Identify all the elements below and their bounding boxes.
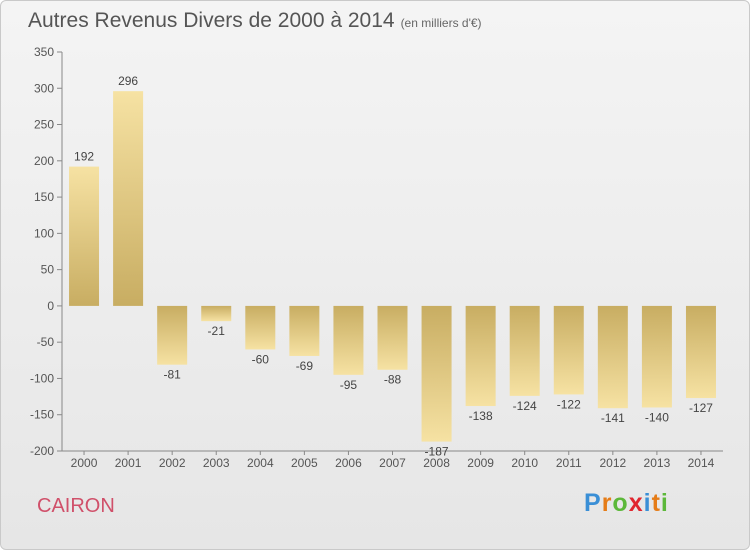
- y-tick-label: -50: [37, 335, 55, 349]
- y-tick-label: 0: [47, 299, 54, 313]
- chart-title: Autres Revenus Divers de 2000 à 2014 (en …: [28, 9, 482, 33]
- y-tick-label: 300: [34, 81, 54, 95]
- logo-letter: i: [643, 489, 652, 517]
- logo-letter: o: [612, 489, 629, 517]
- value-label: -95: [340, 378, 358, 392]
- y-tick-label: 50: [41, 263, 55, 277]
- value-label: -21: [208, 324, 226, 338]
- value-label: -60: [252, 352, 270, 366]
- y-tick-label: 150: [34, 190, 54, 204]
- bar-2009: [465, 305, 496, 407]
- bar-2000: [69, 166, 100, 306]
- value-label: -69: [296, 359, 314, 373]
- value-label: 192: [74, 150, 94, 164]
- bar-2013: [641, 305, 672, 408]
- x-tick-label: 2008: [423, 456, 450, 470]
- bar-2005: [289, 305, 320, 356]
- logo-letter: P: [584, 489, 602, 517]
- y-tick-label: -150: [30, 408, 54, 422]
- x-tick-label: 2014: [688, 456, 715, 470]
- x-tick-label: 2005: [291, 456, 318, 470]
- x-tick-label: 2007: [379, 456, 406, 470]
- bar-2011: [553, 305, 584, 395]
- x-tick-label: 2010: [511, 456, 538, 470]
- logo-letter: i: [660, 489, 669, 517]
- bar-2001: [113, 91, 144, 306]
- bar-2012: [597, 305, 628, 409]
- bar-2002: [157, 305, 188, 365]
- value-label: -122: [557, 397, 581, 411]
- x-tick-label: 2002: [159, 456, 186, 470]
- x-tick-label: 2006: [335, 456, 362, 470]
- value-label: -81: [163, 368, 181, 382]
- bar-2006: [333, 305, 364, 375]
- bar-2008: [421, 305, 452, 442]
- x-tick-label: 2000: [71, 456, 98, 470]
- bar-2003: [201, 305, 232, 322]
- x-tick-label: 2011: [556, 456, 582, 470]
- logo-letter: x: [628, 489, 644, 517]
- bar-2014: [685, 305, 716, 399]
- x-tick-label: 2009: [467, 456, 494, 470]
- bar-2004: [245, 305, 276, 350]
- logo-letter: r: [601, 489, 613, 517]
- value-label: -187: [425, 445, 449, 459]
- bar-2007: [377, 305, 408, 370]
- value-label: -127: [689, 401, 713, 415]
- y-tick-label: -100: [30, 371, 54, 385]
- x-tick-label: 2004: [247, 456, 274, 470]
- x-tick-label: 2012: [599, 456, 626, 470]
- value-label: -140: [645, 410, 669, 424]
- value-label: -138: [469, 409, 493, 423]
- value-label: -141: [601, 411, 625, 425]
- y-tick-label: 100: [34, 226, 54, 240]
- y-tick-label: 200: [34, 154, 54, 168]
- x-tick-label: 2003: [203, 456, 230, 470]
- logo-letter: t: [651, 489, 661, 517]
- value-label: -88: [384, 373, 402, 387]
- bar-2010: [509, 305, 540, 396]
- value-label: 296: [118, 74, 138, 88]
- value-label: -124: [513, 399, 537, 413]
- y-tick-label: 350: [34, 45, 54, 59]
- proxiti-logo: Proxiti: [584, 489, 669, 518]
- y-tick-label: 250: [34, 118, 54, 132]
- subtitle-text: (en milliers d'€): [400, 16, 482, 30]
- x-tick-label: 2013: [644, 456, 671, 470]
- commune-name: CAIRON: [37, 495, 115, 517]
- y-tick-label: -200: [30, 444, 54, 458]
- title-text: Autres Revenus Divers de 2000 à 2014: [28, 9, 395, 32]
- x-tick-label: 2001: [115, 456, 142, 470]
